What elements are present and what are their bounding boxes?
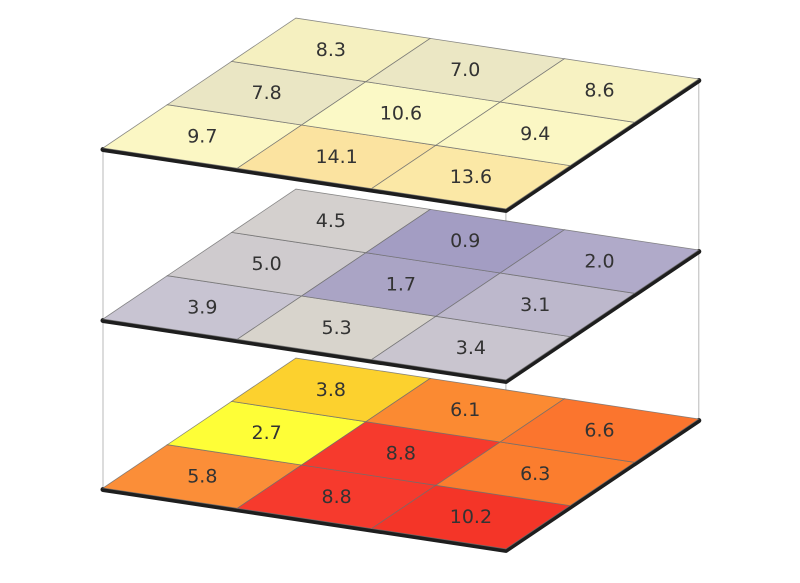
cell-value-label: 10.6: [380, 103, 422, 125]
cell-value-label: 7.8: [251, 82, 281, 104]
cell-value-label: 2.0: [584, 251, 614, 273]
cell-value-label: 9.4: [520, 123, 550, 145]
cell-value-label: 8.6: [584, 80, 614, 102]
cell-value-label: 5.0: [251, 253, 281, 275]
cell-value-label: 8.3: [316, 39, 346, 61]
layer-2: 3.9 5.3 3.4 5.0 1.7 3.1 4.5 0.9 2.0: [100, 188, 702, 384]
layer-1: 9.7 14.1 13.6 7.8 10.6 9.4 8.3 7.0 8.6: [100, 17, 702, 213]
cell-value-label: 0.9: [450, 230, 480, 252]
cell-value-label: 7.0: [450, 59, 480, 81]
cell-value-label: 3.1: [520, 294, 550, 316]
cell-value-label: 5.8: [187, 466, 217, 488]
heatmap-cell: [499, 58, 700, 123]
cell-value-label: 10.2: [450, 506, 492, 528]
cell-value-label: 3.9: [187, 297, 217, 319]
cell-value-label: 4.5: [316, 210, 346, 232]
cell-value-label: 8.8: [386, 443, 416, 465]
heatmap-cell: [499, 229, 700, 294]
cell-value-label: 6.1: [450, 399, 480, 421]
cell-value-label: 1.7: [386, 274, 416, 296]
cell-value-label: 9.7: [187, 126, 217, 148]
heatmap-cell: [499, 398, 700, 463]
cell-value-label: 3.8: [316, 379, 346, 401]
cell-value-label: 6.6: [584, 420, 614, 442]
cell-value-label: 14.1: [315, 146, 357, 168]
cell-value-label: 5.3: [321, 317, 351, 339]
layer-edge: [100, 249, 702, 384]
layer-edge: [100, 78, 702, 213]
cell-value-label: 8.8: [321, 486, 351, 508]
cell-value-label: 6.3: [520, 463, 550, 485]
cell-value-label: 2.7: [251, 422, 281, 444]
layer-3: 5.8 8.8 10.2 2.7 8.8 6.3 3.8 6.1 6.6: [100, 357, 702, 553]
layer-edge: [100, 418, 702, 553]
cell-value-label: 3.4: [456, 337, 486, 359]
cell-value-label: 13.6: [450, 166, 492, 188]
